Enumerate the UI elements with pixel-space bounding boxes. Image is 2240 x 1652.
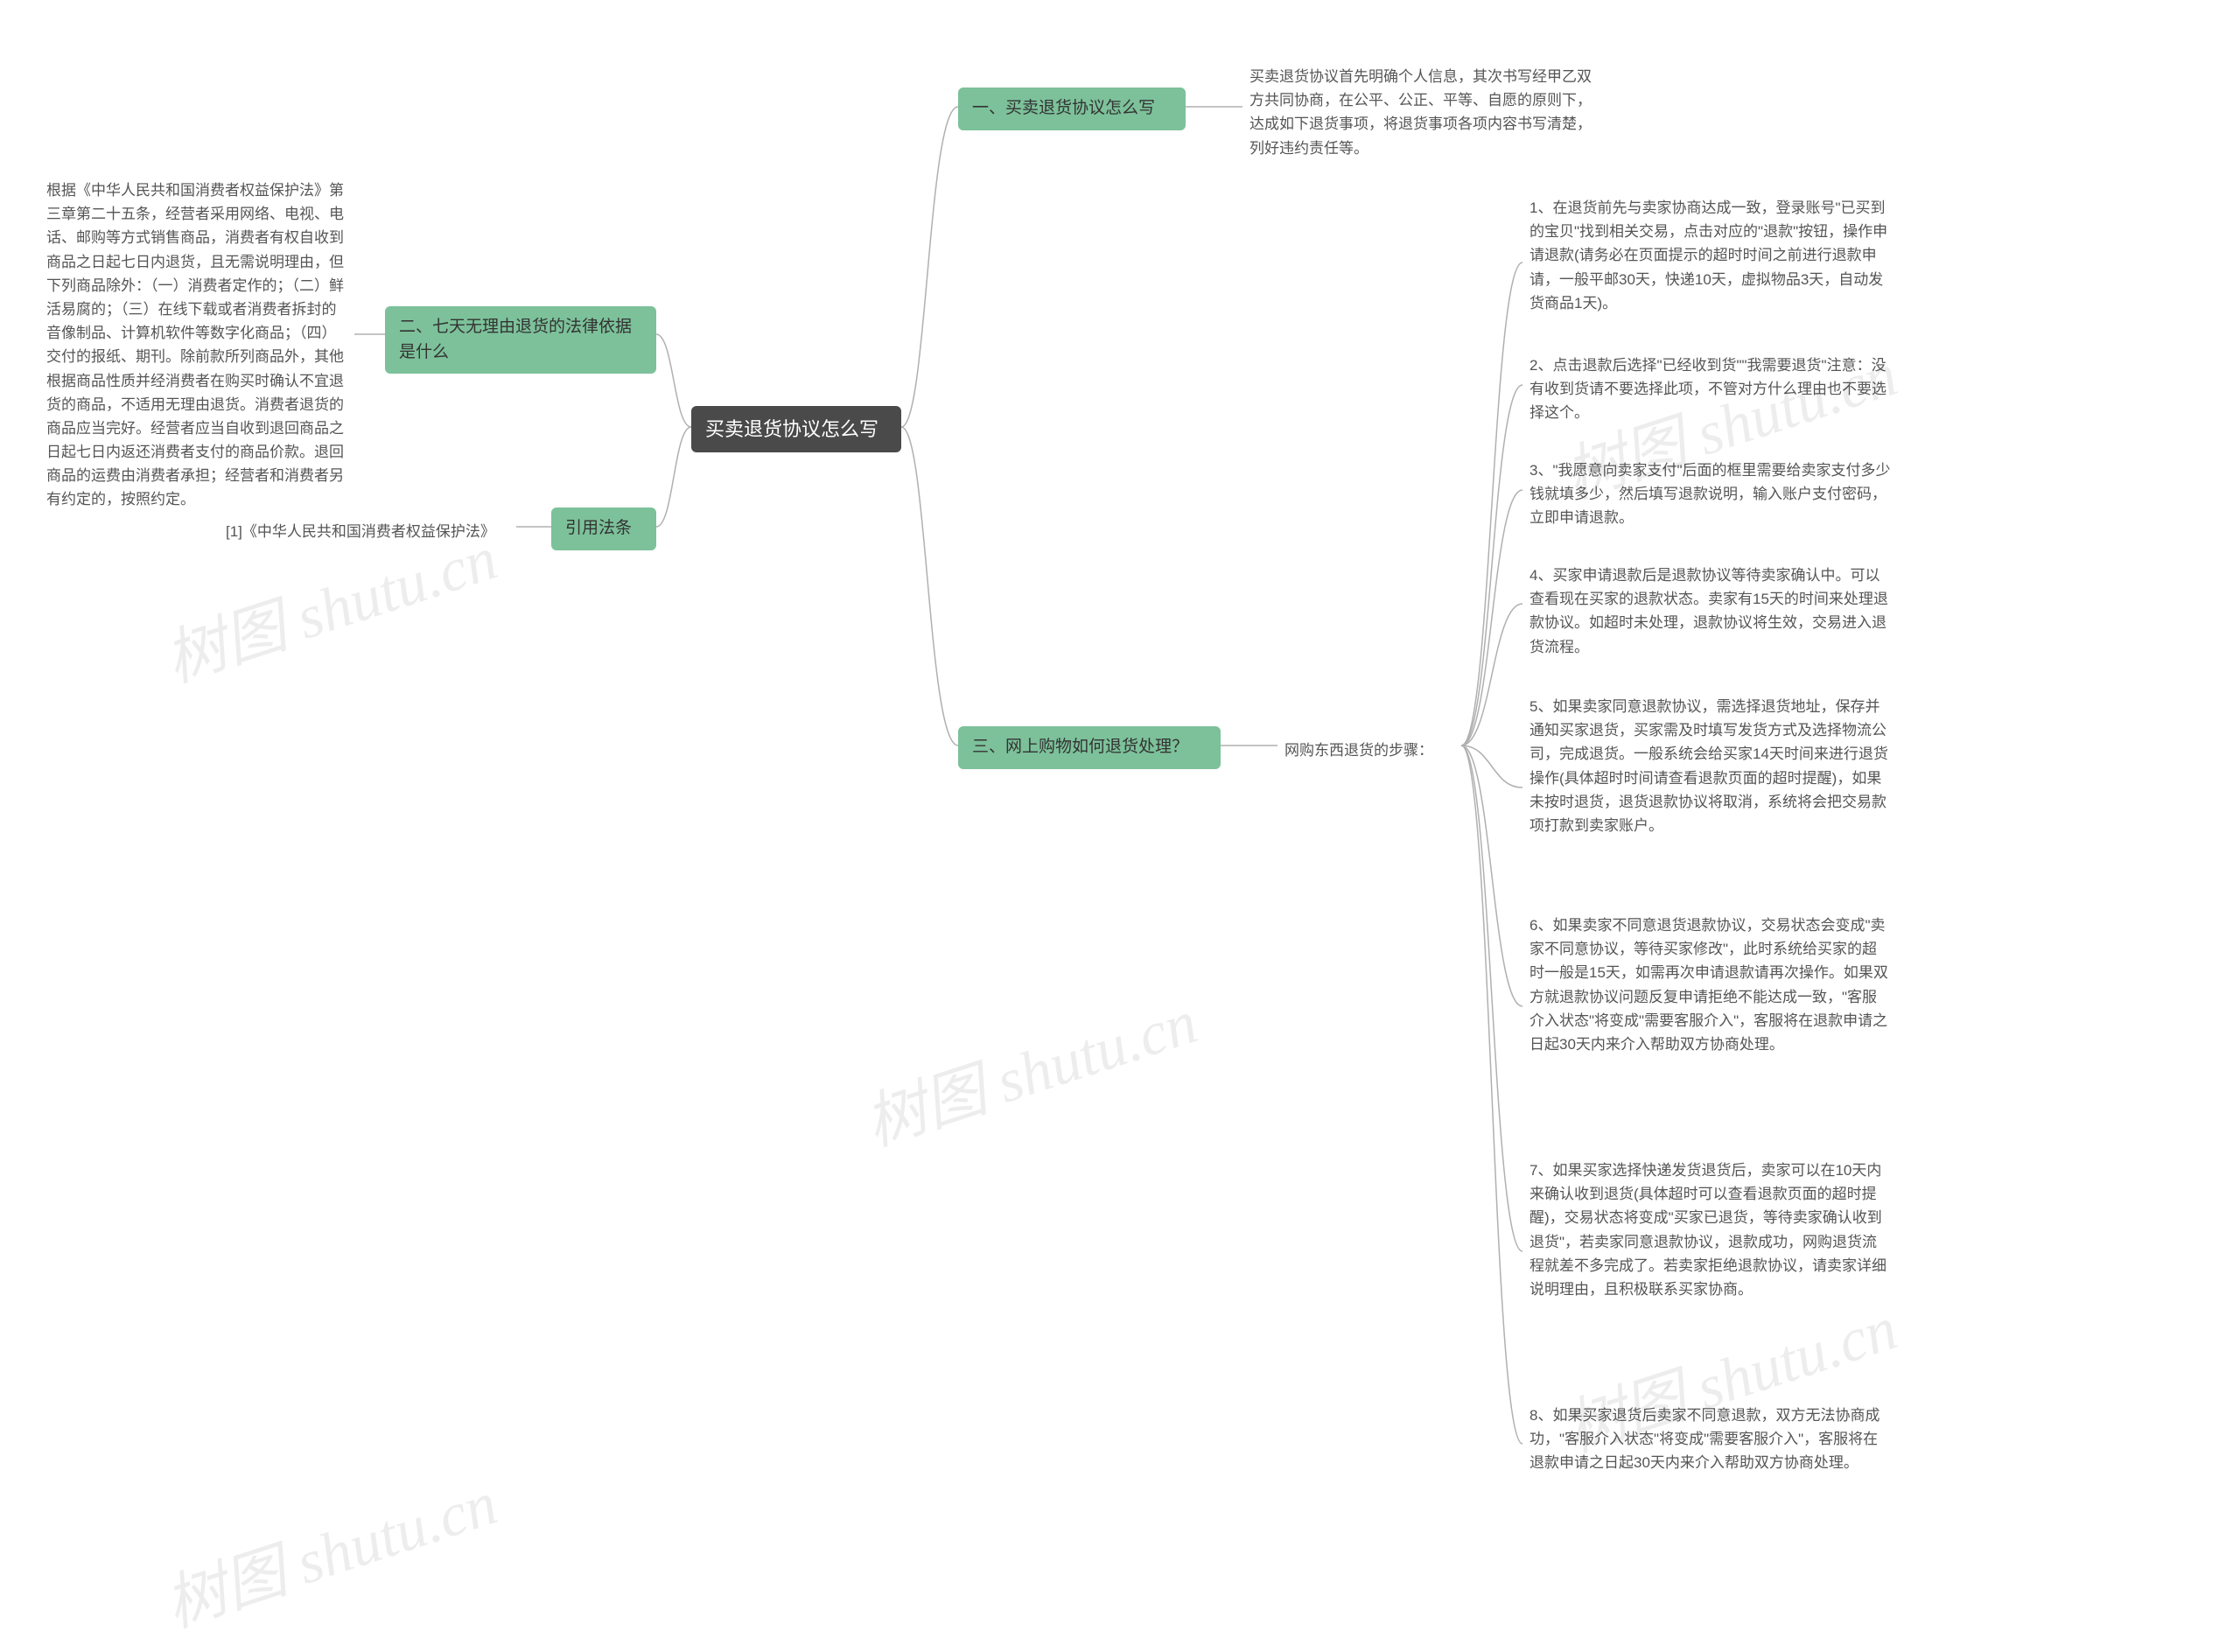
watermark: 树图 shutu.cn <box>852 973 1207 1163</box>
leaf-text: 2、点击退款后选择"已经收到货""我需要退货"注意：没有收到货请不要选择此项，不… <box>1530 354 1892 425</box>
branch-node[interactable]: 三、网上购物如何退货处理？ <box>958 726 1221 769</box>
leaf-node: 8、如果买家退货后卖家不同意退款，双方无法协商成功，"客服介入状态"将变成"需要… <box>1522 1400 1899 1479</box>
root-node[interactable]: 买卖退货协议怎么写 <box>691 406 901 452</box>
branch-label: 二、七天无理由退货的法律依据是什么 <box>399 315 642 365</box>
leaf-node: [1]《中华人民共和国消费者权益保护法》 <box>219 516 516 547</box>
leaf-text: [1]《中华人民共和国消费者权益保护法》 <box>226 520 495 543</box>
branch-label: 一、买卖退货协议怎么写 <box>972 96 1155 122</box>
leaf-node: 1、在退货前先与卖家协商达成一致，登录账号"已买到的宝贝"找到相关交易，点击对应… <box>1522 192 1899 318</box>
branch-node[interactable]: 二、七天无理由退货的法律依据是什么 <box>385 306 656 374</box>
branch-node[interactable]: 一、买卖退货协议怎么写 <box>958 88 1186 130</box>
root-label: 买卖退货协议怎么写 <box>705 415 878 444</box>
leaf-text: 7、如果买家选择快递发货退货后，卖家可以在10天内来确认收到退货(具体超时可以查… <box>1530 1158 1892 1301</box>
leaf-text: 4、买家申请退款后是退款协议等待卖家确认中。可以查看现在买家的退款状态。卖家有1… <box>1530 564 1892 659</box>
leaf-node: 3、"我愿意向卖家支付"后面的框里需要给卖家支付多少钱就填多少，然后填写退款说明… <box>1522 455 1899 534</box>
watermark: 树图 shutu.cn <box>152 1454 507 1644</box>
leaf-node: 2、点击退款后选择"已经收到货""我需要退货"注意：没有收到货请不要选择此项，不… <box>1522 350 1899 429</box>
leaf-node: 网购东西退货的步骤： <box>1278 735 1461 766</box>
leaf-node: 根据《中华人民共和国消费者权益保护法》第三章第二十五条，经营者采用网络、电视、电… <box>39 175 354 515</box>
leaf-text: 6、如果卖家不同意退货退款协议，交易状态会变成"卖家不同意协议，等待买家修改"，… <box>1530 914 1892 1056</box>
leaf-text: 根据《中华人民共和国消费者权益保护法》第三章第二十五条，经营者采用网络、电视、电… <box>46 178 347 512</box>
leaf-text: 1、在退货前先与卖家协商达成一致，登录账号"已买到的宝贝"找到相关交易，点击对应… <box>1530 196 1892 315</box>
branch-label: 三、网上购物如何退货处理？ <box>972 735 1188 760</box>
branch-node[interactable]: 引用法条 <box>551 508 656 550</box>
leaf-text: 5、如果卖家同意退款协议，需选择退货地址，保存并通知买家退货，买家需及时填写发货… <box>1530 695 1892 837</box>
leaf-node: 6、如果卖家不同意退货退款协议，交易状态会变成"卖家不同意协议，等待买家修改"，… <box>1522 910 1899 1060</box>
leaf-text: 网购东西退货的步骤： <box>1284 738 1433 762</box>
leaf-text: 8、如果买家退货后卖家不同意退款，双方无法协商成功，"客服介入状态"将变成"需要… <box>1530 1404 1892 1475</box>
leaf-node: 5、如果卖家同意退款协议，需选择退货地址，保存并通知买家退货，买家需及时填写发货… <box>1522 691 1899 841</box>
leaf-node: 4、买家申请退款后是退款协议等待卖家确认中。可以查看现在买家的退款状态。卖家有1… <box>1522 560 1899 662</box>
leaf-text: 3、"我愿意向卖家支付"后面的框里需要给卖家支付多少钱就填多少，然后填写退款说明… <box>1530 458 1892 530</box>
leaf-text: 买卖退货协议首先明确个人信息，其次书写经甲乙双方共同协商，在公平、公正、平等、自… <box>1250 65 1603 160</box>
leaf-node: 买卖退货协议首先明确个人信息，其次书写经甲乙双方共同协商，在公平、公正、平等、自… <box>1242 61 1610 164</box>
leaf-node: 7、如果买家选择快递发货退货后，卖家可以在10天内来确认收到退货(具体超时可以查… <box>1522 1155 1899 1305</box>
branch-label: 引用法条 <box>565 516 632 542</box>
